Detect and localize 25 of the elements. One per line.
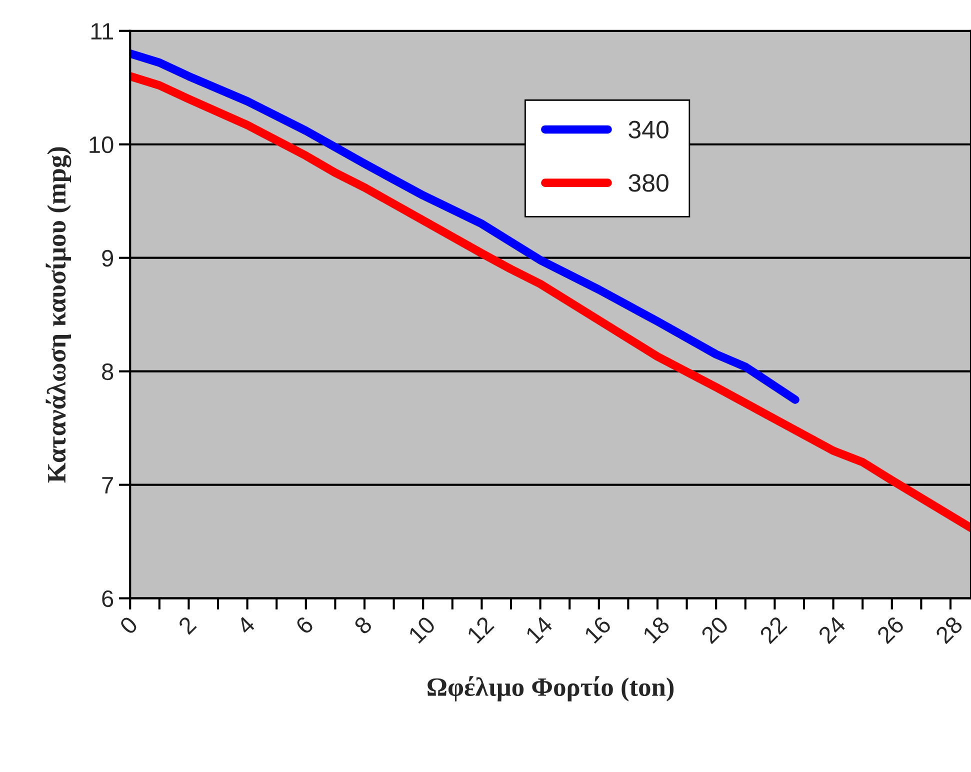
x-tick-label: 24	[818, 615, 846, 644]
x-tick-label: 28	[934, 615, 964, 644]
x-tick-label: 8	[353, 615, 373, 636]
x-tick-label: 14	[525, 615, 554, 644]
x-tick-label: 6	[294, 615, 314, 635]
x-tick-label: 20	[700, 615, 730, 644]
x-tick-label: 2	[178, 616, 197, 635]
y-axis-title: Κατανάλωση καυσίμου (mpg)	[46, 147, 72, 483]
x-tick-label: 16	[584, 615, 612, 644]
x-tick-label: 12	[466, 616, 494, 644]
x-axis-title: Ωφέλιμο Φορτίο (ton)	[428, 676, 674, 702]
x-tick-label: 10	[408, 615, 436, 644]
y-tick-label: 9	[102, 250, 114, 267]
x-tick-label: 22	[758, 616, 788, 644]
y-tick-label: 7	[102, 477, 113, 494]
x-tick-label: 26	[876, 615, 905, 644]
x-tick-label: 0	[118, 615, 139, 636]
legend-label: 380	[628, 174, 668, 192]
y-tick-label: 11	[91, 23, 113, 40]
x-tick-label: 18	[642, 615, 671, 644]
y-tick-label: 10	[90, 136, 114, 154]
y-tick-label: 6	[102, 590, 114, 608]
y-tick-label: 8	[102, 363, 114, 380]
x-tick-label: 4	[236, 615, 256, 636]
legend-label: 340	[628, 120, 668, 138]
